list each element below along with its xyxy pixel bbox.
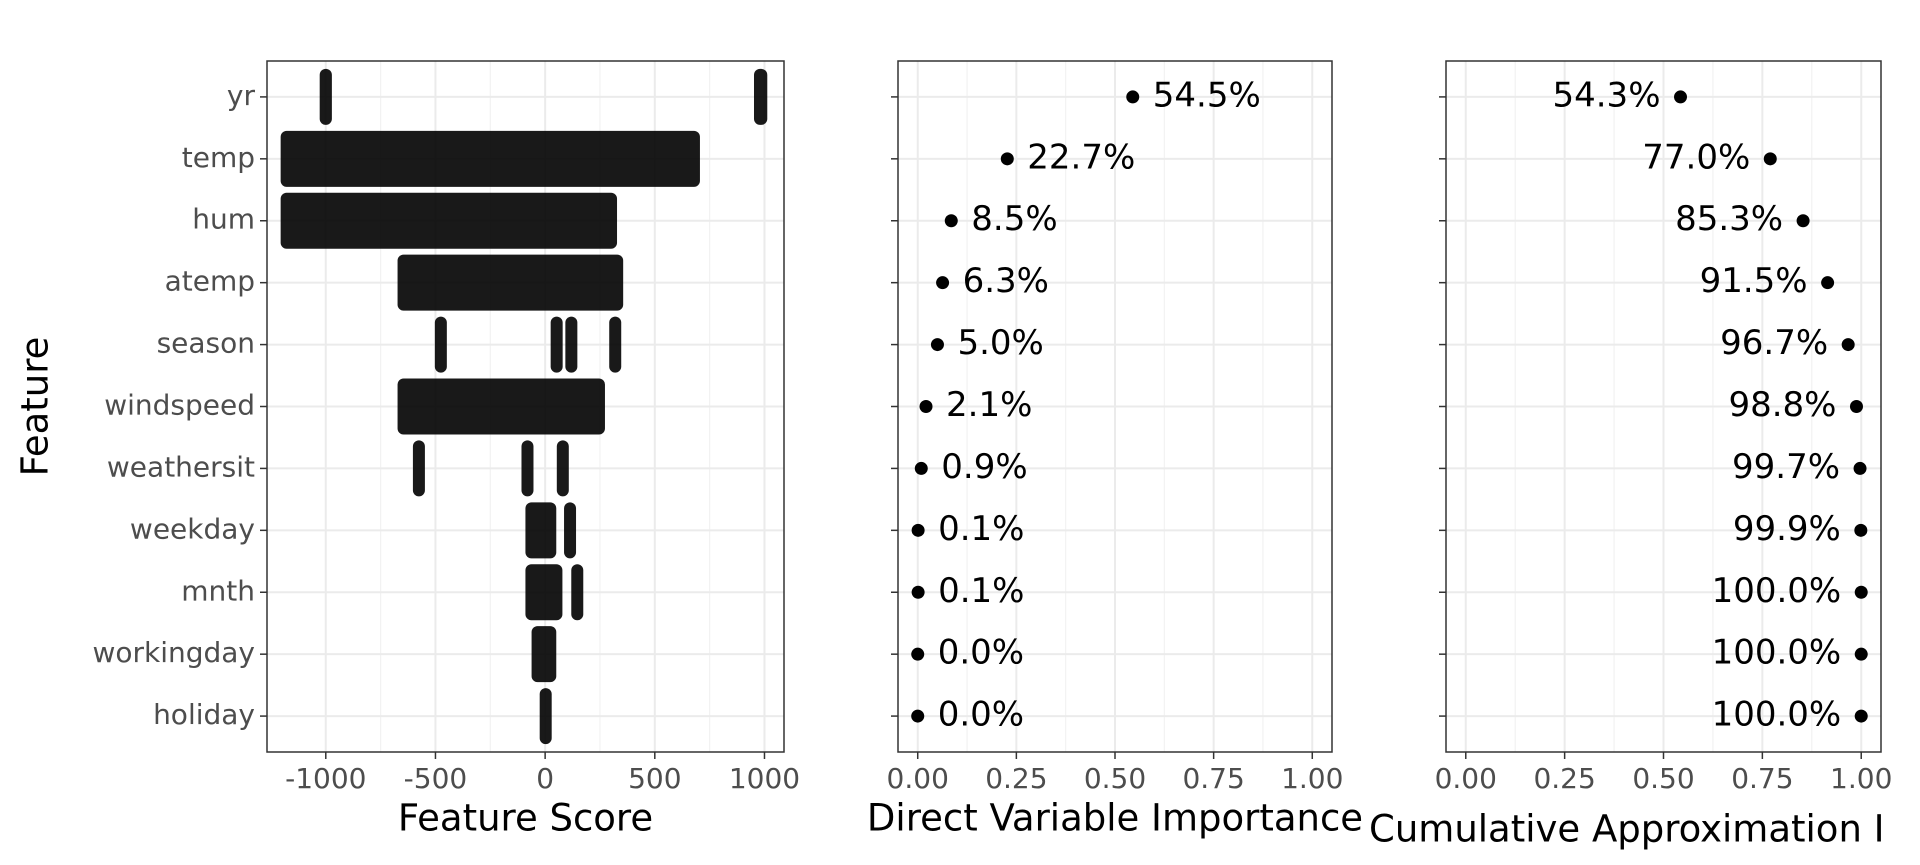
x-axis-title: Cumulative Approximation I [1369, 808, 1885, 851]
score-strip [531, 626, 557, 683]
dot [919, 400, 933, 413]
score-strip [753, 68, 768, 125]
x-tick-label: 0.75 [1731, 762, 1793, 795]
x-tick-label: 0.50 [1084, 762, 1146, 795]
dot [1674, 90, 1688, 104]
value-label: 0.0% [938, 633, 1024, 673]
value-label: 8.5% [971, 199, 1057, 239]
value-label: 0.0% [938, 695, 1024, 735]
score-strip [397, 378, 605, 435]
dot [1854, 709, 1868, 723]
x-tick-label: 0.00 [887, 762, 949, 795]
value-label: 100.0% [1712, 633, 1842, 673]
dot [1796, 214, 1810, 228]
value-label: 99.7% [1732, 447, 1840, 487]
score-strip [319, 68, 332, 125]
score-strip [521, 440, 534, 497]
score-strip [556, 440, 569, 497]
dot [1854, 523, 1868, 537]
dot [1821, 276, 1835, 290]
dot [1854, 585, 1868, 599]
value-label: 91.5% [1700, 261, 1808, 301]
dot [1000, 152, 1014, 166]
x-tick-label: 0.25 [1533, 762, 1595, 795]
dot [911, 647, 925, 661]
value-label: 100.0% [1712, 571, 1842, 611]
y-axis-title: Feature [14, 337, 57, 477]
x-tick-label: 0.25 [985, 762, 1047, 795]
x-axis-title: Direct Variable Importance [867, 797, 1363, 840]
dot [911, 585, 925, 599]
y-tick-label: season [157, 327, 255, 360]
x-tick-label: 1000 [729, 762, 800, 795]
y-tick-label: hum [192, 203, 255, 236]
dot [936, 276, 950, 290]
x-tick-label: 0.00 [1435, 762, 1497, 795]
value-label: 85.3% [1675, 199, 1783, 239]
score-strip [571, 564, 584, 621]
x-tick-label: 0.75 [1182, 762, 1244, 795]
x-tick-label: -1000 [285, 762, 366, 795]
value-label: 77.0% [1642, 137, 1750, 177]
y-tick-label: weathersit [107, 450, 255, 483]
value-label: 0.9% [941, 447, 1027, 487]
score-strip [565, 316, 578, 373]
y-tick-label: windspeed [104, 389, 255, 422]
value-label: 54.3% [1552, 75, 1660, 115]
dot [1854, 647, 1868, 661]
score-strip [525, 502, 557, 559]
dot [1853, 461, 1867, 475]
score-strip [412, 440, 425, 497]
value-label: 98.8% [1728, 385, 1836, 425]
x-axis-title: Feature Score [398, 797, 653, 840]
value-label: 96.7% [1720, 323, 1828, 363]
value-label: 6.3% [963, 261, 1049, 301]
dot [944, 214, 958, 228]
value-label: 54.5% [1153, 75, 1261, 115]
dot [914, 461, 928, 475]
score-strip [434, 316, 447, 373]
score-strip [397, 254, 624, 311]
x-tick-label: 500 [628, 762, 681, 795]
x-tick-label: 0.50 [1632, 762, 1694, 795]
value-label: 5.0% [957, 323, 1043, 363]
x-tick-label: 1.00 [1830, 762, 1892, 795]
x-tick-label: 0 [536, 762, 554, 795]
value-label: 22.7% [1027, 137, 1135, 177]
y-tick-label: yr [227, 79, 256, 112]
y-tick-label: atemp [165, 265, 255, 298]
dot [911, 709, 925, 723]
score-strip [550, 316, 563, 373]
value-label: 99.9% [1733, 509, 1841, 549]
score-strip [564, 502, 577, 559]
y-tick-label: workingday [92, 636, 255, 669]
y-tick-label: holiday [153, 698, 255, 731]
dot [1763, 152, 1777, 166]
dot [1841, 338, 1855, 352]
value-label: 2.1% [946, 385, 1032, 425]
y-tick-label: mnth [181, 574, 255, 607]
dot [1126, 90, 1140, 104]
score-strip [280, 130, 700, 187]
value-label: 0.1% [938, 509, 1024, 549]
score-strip [280, 192, 618, 249]
dot [930, 338, 944, 352]
y-tick-label: weekday [130, 512, 255, 545]
dot [1849, 400, 1863, 413]
score-strip [609, 316, 622, 373]
value-label: 100.0% [1712, 695, 1842, 735]
score-strip [525, 564, 563, 621]
y-tick-label: temp [182, 141, 255, 174]
x-tick-label: -500 [404, 762, 468, 795]
score-strip [539, 688, 552, 745]
value-label: 0.1% [938, 571, 1024, 611]
x-tick-label: 1.00 [1281, 762, 1343, 795]
dot [911, 523, 925, 537]
